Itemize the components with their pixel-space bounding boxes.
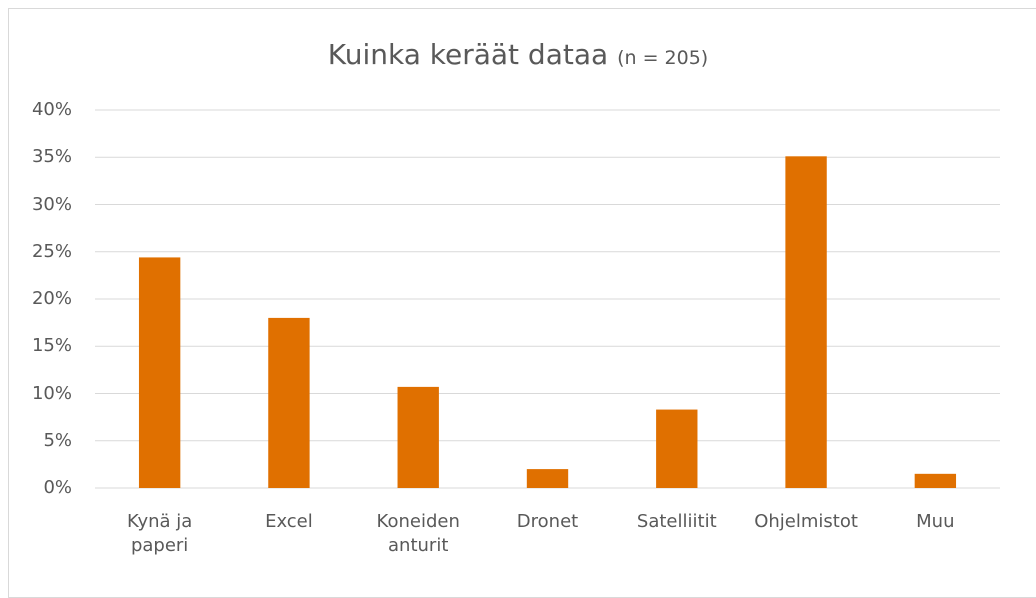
chart-title: Kuinka keräät dataa bbox=[327, 38, 609, 71]
x-tick-label: Kynä ja paperi bbox=[126, 511, 193, 556]
x-tick-label: Muu bbox=[916, 511, 955, 532]
y-tick-label: 0% bbox=[43, 477, 72, 498]
plot bbox=[95, 109, 1000, 489]
x-tick-label: Ohjelmistot bbox=[754, 511, 858, 532]
bar bbox=[914, 473, 957, 488]
y-tick-label: 40% bbox=[31, 99, 72, 120]
y-tick-label: 20% bbox=[31, 288, 72, 309]
bar bbox=[656, 409, 698, 488]
chart: Kuinka keräät dataa (n = 205) 0% 5% 10% 15%… bbox=[0, 8, 1036, 598]
y-tick-label: 35% bbox=[31, 146, 72, 168]
bar bbox=[268, 317, 310, 488]
bar bbox=[785, 156, 827, 488]
y-tick-label: 5% bbox=[43, 429, 72, 451]
y-tick-label: 10% bbox=[31, 382, 72, 404]
y-tick-label: 15% bbox=[31, 335, 72, 357]
x-tick-label: Koneiden anturit bbox=[376, 511, 460, 556]
bar bbox=[397, 386, 439, 488]
bar bbox=[138, 257, 181, 488]
y-tick-label: 25% bbox=[31, 240, 72, 262]
chart-subtitle: (n = 205) bbox=[617, 47, 709, 69]
x-tick-label: Dronet bbox=[516, 511, 579, 532]
y-tick-label: 30% bbox=[31, 193, 72, 215]
bar bbox=[526, 469, 569, 488]
x-tick-label: Satelliitit bbox=[636, 511, 717, 532]
x-tick-label: Excel bbox=[265, 511, 313, 532]
chart-title-block: Kuinka keräät dataa (n = 205) bbox=[0, 38, 1036, 71]
